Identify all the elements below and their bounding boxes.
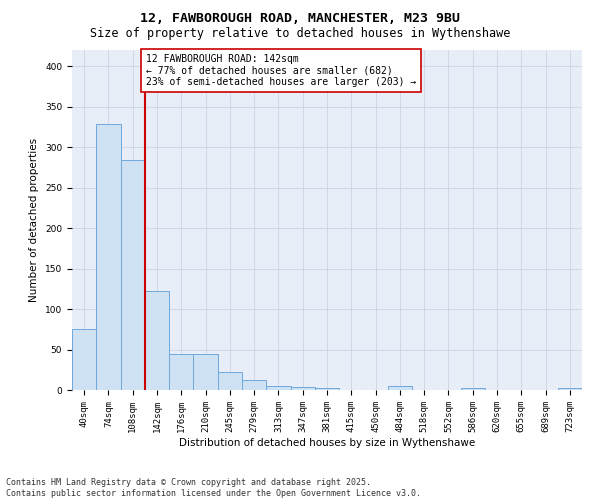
- Bar: [290, 387, 315, 390]
- Bar: [461, 388, 485, 390]
- Bar: [388, 386, 412, 390]
- Text: 12 FAWBOROUGH ROAD: 142sqm
← 77% of detached houses are smaller (682)
23% of sem: 12 FAWBOROUGH ROAD: 142sqm ← 77% of deta…: [146, 54, 416, 87]
- Bar: [145, 291, 169, 390]
- Bar: [558, 388, 582, 390]
- Bar: [242, 380, 266, 390]
- Text: 12, FAWBOROUGH ROAD, MANCHESTER, M23 9BU: 12, FAWBOROUGH ROAD, MANCHESTER, M23 9BU: [140, 12, 460, 26]
- X-axis label: Distribution of detached houses by size in Wythenshawe: Distribution of detached houses by size …: [179, 438, 475, 448]
- Bar: [218, 372, 242, 390]
- Text: Contains HM Land Registry data © Crown copyright and database right 2025.
Contai: Contains HM Land Registry data © Crown c…: [6, 478, 421, 498]
- Bar: [121, 160, 145, 390]
- Bar: [193, 354, 218, 390]
- Text: Size of property relative to detached houses in Wythenshawe: Size of property relative to detached ho…: [90, 28, 510, 40]
- Bar: [315, 388, 339, 390]
- Bar: [96, 124, 121, 390]
- Bar: [266, 386, 290, 390]
- Bar: [169, 354, 193, 390]
- Bar: [72, 330, 96, 390]
- Y-axis label: Number of detached properties: Number of detached properties: [29, 138, 40, 302]
